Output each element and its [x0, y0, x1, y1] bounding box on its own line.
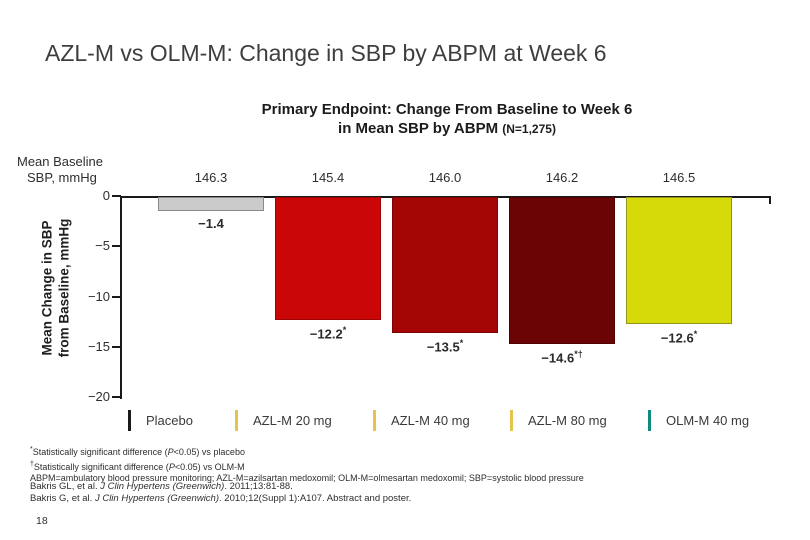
- baseline-row-label-line1: Mean Baseline: [17, 154, 103, 169]
- bar-azl-m-80-mg: [509, 197, 615, 344]
- footnote-marker: †: [30, 460, 34, 468]
- bar-value-label: −12.6*: [660, 329, 698, 346]
- reference-1: Bakris GL, et al. J Clin Hypertens (Gree…: [30, 481, 293, 492]
- y-axis-tick-mark: [112, 195, 121, 197]
- legend-item-olm-m-40-mg: OLM-M 40 mg: [648, 410, 749, 431]
- y-axis-tick-label: −5: [95, 238, 110, 253]
- bar-value-label: −13.5*: [426, 338, 464, 355]
- footnote-significance-olm: †Statistically significant difference (P…: [30, 460, 245, 472]
- bar-chart: Mean Baseline SBP, mmHg Mean Change in S…: [0, 150, 810, 450]
- chart-title-n-count: (N=1,275): [502, 122, 556, 136]
- bar-value-label: −1.4: [198, 216, 224, 231]
- y-axis-line: [120, 196, 122, 399]
- bar-placebo: [158, 197, 264, 211]
- x-axis-end-tick: [769, 198, 771, 204]
- bar-azl-m-40-mg: [392, 197, 498, 333]
- baseline-row-label: Mean Baseline SBP, mmHg: [17, 154, 103, 186]
- footnotes: *Statistically significant difference (P…: [30, 444, 584, 485]
- legend-item-azl-m-40-mg: AZL-M 40 mg: [373, 410, 470, 431]
- bar-value-label: −14.6*†: [541, 349, 583, 366]
- bar-value-label: −12.2*: [309, 325, 347, 342]
- baseline-sbp-value: 146.5: [662, 170, 696, 185]
- y-axis-tick-label: 0: [102, 188, 110, 203]
- y-axis-tick-mark: [112, 296, 121, 298]
- footnote-marker: *: [30, 446, 33, 453]
- y-axis-tick-mark: [112, 245, 121, 247]
- reference-2: Bakris G, et al. J Clin Hypertens (Green…: [30, 493, 412, 504]
- y-axis-tick-mark: [112, 346, 121, 348]
- slide-title: AZL-M vs OLM-M: Change in SBP by ABPM at…: [45, 40, 607, 66]
- bar-azl-m-20-mg: [275, 197, 381, 320]
- page-number: 18: [36, 515, 48, 527]
- y-axis-tick-label: −20: [87, 389, 110, 404]
- legend-item-placebo: Placebo: [128, 410, 193, 431]
- chart-title: Primary Endpoint: Change From Baseline t…: [122, 100, 772, 139]
- baseline-sbp-value: 146.3: [194, 170, 228, 185]
- y-axis-tick-label: −15: [87, 339, 110, 354]
- footnote-significance-placebo: *Statistically significant difference (P…: [30, 446, 245, 457]
- y-axis-tick-label: −10: [87, 289, 110, 304]
- chart-title-line1: Primary Endpoint: Change From Baseline t…: [261, 101, 633, 118]
- bar-olm-m-40-mg: [626, 197, 732, 324]
- baseline-sbp-value: 146.2: [545, 170, 579, 185]
- references: Bakris GL, et al. J Clin Hypertens (Gree…: [30, 481, 411, 505]
- baseline-sbp-value: 146.0: [428, 170, 462, 185]
- baseline-row-label-line2: SBP, mmHg: [27, 170, 97, 185]
- y-axis-tick-mark: [112, 396, 121, 398]
- baseline-sbp-value: 145.4: [311, 170, 345, 185]
- legend-item-azl-m-20-mg: AZL-M 20 mg: [235, 410, 332, 431]
- legend-item-azl-m-80-mg: AZL-M 80 mg: [510, 410, 607, 431]
- footnote-abbreviations: ABPM=ambulatory blood pressure monitorin…: [30, 473, 584, 483]
- chart-title-line2: in Mean SBP by ABPM: [338, 120, 503, 137]
- y-axis-title-line1: Mean Change in SBP: [39, 220, 55, 356]
